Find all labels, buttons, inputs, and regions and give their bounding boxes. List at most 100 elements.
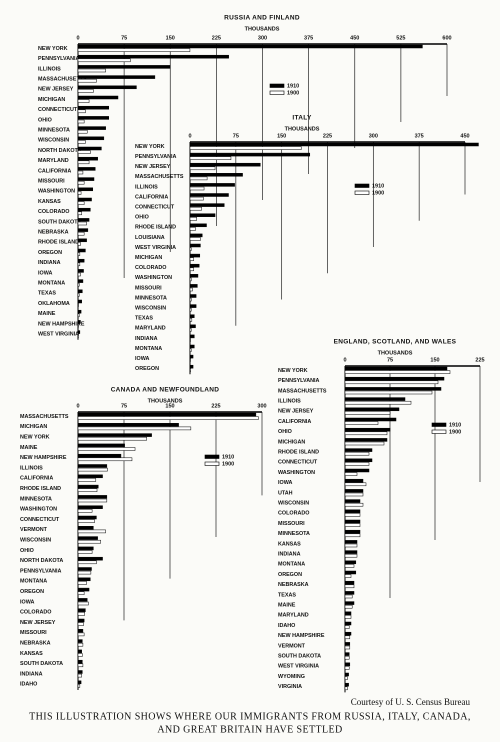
bar xyxy=(77,526,94,530)
category-label: OREGON xyxy=(20,589,44,595)
bar xyxy=(189,237,201,241)
caption-line: AND GREAT BRITAIN HAVE SETTLED xyxy=(157,724,342,735)
bar xyxy=(77,85,137,90)
x-tick-label: 600 xyxy=(442,35,451,41)
credit: Courtesy of U. S. Census Bureau xyxy=(351,697,471,707)
bar xyxy=(189,294,197,298)
bar xyxy=(189,304,197,308)
bar xyxy=(77,598,88,602)
bar xyxy=(189,176,208,181)
category-label: RHODE ISLAND xyxy=(20,486,61,492)
bar xyxy=(77,509,93,513)
bar xyxy=(189,358,191,362)
category-label: ILLINOIS xyxy=(20,465,43,471)
bar xyxy=(77,412,257,417)
chart-title: ITALY xyxy=(292,115,312,122)
bar xyxy=(189,206,202,211)
category-label: MARYLAND xyxy=(38,158,69,164)
bar xyxy=(344,417,397,422)
bar xyxy=(189,314,195,318)
category-label: NEW HAMPSHIRE xyxy=(278,633,325,639)
bar xyxy=(189,162,261,167)
category-label: MINNESOTA xyxy=(278,531,310,537)
bar xyxy=(189,277,192,282)
bar xyxy=(77,262,81,267)
bar xyxy=(77,612,85,616)
category-label: MAINE xyxy=(20,445,38,451)
category-label: RHODE ISLAND xyxy=(278,450,319,456)
bar xyxy=(77,519,95,523)
bar xyxy=(77,608,86,612)
legend-swatch xyxy=(431,422,447,427)
chart-title: ENGLAND, SCOTLAND, AND WALES xyxy=(334,339,457,346)
bar xyxy=(77,529,106,534)
category-label: MASSACHUSETTS xyxy=(278,388,327,394)
bar xyxy=(77,498,108,503)
bar xyxy=(77,567,92,571)
category-label: MONTANA xyxy=(20,579,47,585)
bar xyxy=(77,78,97,83)
bar xyxy=(77,577,91,582)
category-label: CONNECTICUT xyxy=(278,460,318,466)
category-label: MISSOURI xyxy=(20,630,47,636)
x-tick-label: 0 xyxy=(76,35,79,41)
bar xyxy=(77,105,109,110)
category-label: ILLINOIS xyxy=(38,66,61,72)
bar xyxy=(77,289,83,294)
bar xyxy=(189,253,201,258)
bar xyxy=(77,309,82,314)
bar xyxy=(344,560,357,565)
bar xyxy=(189,243,201,248)
bar xyxy=(77,333,79,338)
bar xyxy=(77,495,108,499)
category-label: NEBRASKA xyxy=(38,230,69,236)
bar xyxy=(189,217,197,221)
category-label: ILLINOIS xyxy=(278,399,301,405)
bar xyxy=(77,201,85,205)
bar xyxy=(344,376,445,381)
bar xyxy=(344,584,355,589)
category-label: MARYLAND xyxy=(135,326,166,332)
bar xyxy=(77,447,136,451)
category-label: VIRGINIA xyxy=(278,684,302,690)
category-label: MINNESOTA xyxy=(20,496,52,502)
category-label: NEW JERSEY xyxy=(135,164,171,170)
bar xyxy=(77,238,87,243)
x-tick-label: 300 xyxy=(369,133,378,139)
bar xyxy=(77,68,106,73)
category-label: WASHINGTON xyxy=(278,470,315,476)
category-label: SOUTH DAKOTA xyxy=(278,654,321,660)
bar xyxy=(189,146,302,150)
category-label: INDIANA xyxy=(135,336,158,342)
category-label: MAINE xyxy=(38,311,56,317)
bar xyxy=(77,515,97,520)
bar xyxy=(344,672,349,677)
category-label: OREGON xyxy=(38,250,62,256)
bar xyxy=(344,686,348,691)
x-tick-label: 0 xyxy=(343,357,346,363)
bar xyxy=(344,370,451,374)
bar xyxy=(189,156,232,160)
bar xyxy=(77,248,86,253)
bar xyxy=(344,580,355,585)
category-label: WISCONSIN xyxy=(38,138,69,144)
bar xyxy=(344,407,400,412)
category-label: NEBRASKA xyxy=(278,582,309,588)
category-label: WISCONSIN xyxy=(278,501,309,507)
legend-swatch xyxy=(354,183,370,188)
category-label: NEBRASKA xyxy=(20,641,51,647)
bar xyxy=(77,197,92,202)
bar xyxy=(189,213,216,217)
category-label: IOWA xyxy=(20,599,34,605)
bar xyxy=(77,211,82,216)
legend-label: 1910 xyxy=(449,422,461,428)
bar xyxy=(344,591,355,595)
bar xyxy=(344,543,358,548)
axis-unit: THOUSANDS xyxy=(378,350,413,356)
x-tick-label: 450 xyxy=(460,133,469,139)
category-label: NEW HAMPSHIRE xyxy=(38,321,85,327)
bar xyxy=(344,411,391,415)
bar xyxy=(77,282,80,287)
bar xyxy=(344,652,350,656)
x-tick-label: 0 xyxy=(188,133,191,139)
